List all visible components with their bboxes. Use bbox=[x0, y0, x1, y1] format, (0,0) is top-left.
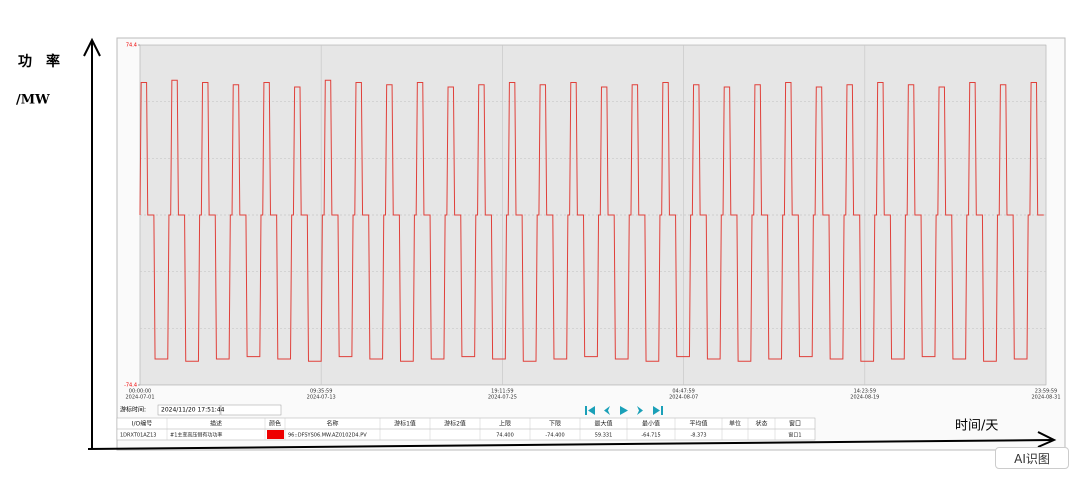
table-cell: 96::DFSYS06.MW.AZ0102D4.PV bbox=[288, 433, 367, 439]
cursor-time: 2024/11/20 17:51:44 bbox=[161, 407, 225, 414]
next-btn[interactable] bbox=[637, 406, 643, 415]
x-tick-date: 2024-07-13 bbox=[307, 395, 336, 401]
prev-btn[interactable] bbox=[604, 406, 610, 415]
x-arrow-head bbox=[1037, 431, 1057, 448]
color-swatch bbox=[267, 430, 284, 439]
first-btn-arrow[interactable] bbox=[588, 406, 595, 415]
y-tick-label: 74.4 bbox=[126, 43, 137, 49]
x-tick-label: 14:23:59 bbox=[854, 389, 876, 395]
table-header: 游标1值 bbox=[394, 420, 416, 428]
x-tick-label: 09:35:59 bbox=[310, 389, 332, 395]
cursor-box-2 bbox=[220, 404, 282, 416]
table-cell: -8.373 bbox=[690, 433, 706, 439]
x-tick-label: 00:00:00 bbox=[129, 389, 151, 395]
play-btn[interactable] bbox=[620, 406, 628, 415]
table-header: 最大值 bbox=[594, 420, 612, 428]
y-tick-label: -74.4 bbox=[124, 383, 137, 389]
table-header: 平均值 bbox=[689, 420, 707, 428]
table-header: 描述 bbox=[210, 420, 222, 428]
table-header: 颜色 bbox=[269, 420, 281, 428]
table-header: I/O编号 bbox=[132, 420, 153, 428]
ai-button[interactable]: AI识图 bbox=[995, 447, 1069, 469]
table-header: 状态 bbox=[755, 420, 767, 428]
x-axis-arrow bbox=[87, 439, 1053, 450]
table-cell: 1DRXT01AZ13 bbox=[120, 433, 156, 439]
x-tick-date: 2024-08-07 bbox=[669, 395, 698, 401]
table-header: 名称 bbox=[326, 420, 338, 428]
table-header: 游标2值 bbox=[444, 420, 466, 428]
x-tick-date: 2024-08-31 bbox=[1031, 395, 1060, 401]
nav-controls bbox=[585, 406, 663, 415]
x-tick-date: 2024-07-01 bbox=[125, 395, 154, 401]
table-cell: 59.331 bbox=[595, 433, 613, 439]
power-line bbox=[139, 79, 1044, 362]
table-header: 下限 bbox=[549, 420, 561, 428]
x-tick-date: 2024-08-19 bbox=[850, 395, 879, 401]
y-axis-title: 功 率 bbox=[18, 53, 60, 70]
x-tick-label: 19:11:59 bbox=[491, 389, 513, 395]
table-cell: 窗口1 bbox=[788, 432, 801, 439]
table-header: 单位 bbox=[729, 420, 741, 428]
table-header: 最小值 bbox=[642, 420, 660, 428]
table-cell: #1主变高压侧有功功率 bbox=[170, 432, 222, 439]
table-cell: -64.715 bbox=[641, 433, 660, 439]
x-tick-label: 04:47:59 bbox=[672, 389, 694, 395]
x-tick-label: 23:59:59 bbox=[1035, 389, 1057, 395]
last-btn-arrow[interactable] bbox=[653, 406, 660, 415]
last-btn[interactable] bbox=[661, 406, 663, 415]
x-tick-date: 2024-07-25 bbox=[488, 395, 517, 401]
cursor-label: 游标时间: bbox=[120, 406, 146, 414]
cursor-box bbox=[157, 404, 221, 416]
y-arrow-head bbox=[83, 37, 101, 57]
table-header: 窗口 bbox=[789, 420, 801, 428]
table-header: 上限 bbox=[499, 420, 511, 428]
y-axis-unit: /MW bbox=[16, 93, 50, 108]
table-cell: -74.400 bbox=[545, 433, 564, 439]
table-cell: 74.400 bbox=[496, 433, 514, 439]
x-axis-title: 时间/天 bbox=[955, 419, 998, 434]
first-btn[interactable] bbox=[585, 406, 587, 415]
